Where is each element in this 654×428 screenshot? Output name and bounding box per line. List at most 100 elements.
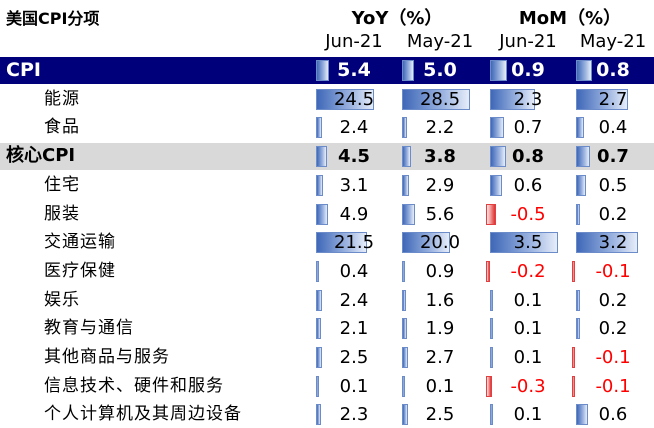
cell-mom-may21: -0.1 [572, 258, 654, 285]
data-bar [316, 174, 324, 196]
cell-value: 1.9 [425, 318, 455, 340]
cell-value: 2.9 [425, 174, 455, 196]
cell-value: 4.9 [339, 203, 369, 225]
table-row: 交通运输 21.5 20.0 3.5 3.2 [0, 229, 654, 256]
table-row: 娱乐 2.4 1.6 0.1 0.2 [0, 287, 654, 314]
cell-mom-jun21: 2.3 [486, 86, 570, 113]
cell-yoy-may21: 1.9 [398, 315, 482, 342]
row-label: 住宅 [44, 174, 80, 195]
table-row: 医疗保健 0.4 0.9 -0.2 -0.1 [0, 258, 654, 285]
data-bar [316, 203, 328, 225]
cell-yoy-may21: 1.6 [398, 287, 482, 314]
cell-value: 4.5 [338, 146, 370, 168]
cell-value: 2.1 [339, 318, 369, 340]
data-bar [402, 318, 407, 340]
cell-value: 2.5 [339, 347, 369, 368]
cell-yoy-jun21: 2.3 [312, 401, 396, 428]
cell-value: 5.0 [423, 59, 457, 81]
cell-mom-may21: 0.2 [572, 315, 654, 342]
data-bar [576, 289, 580, 311]
data-bar [316, 260, 319, 282]
cell-yoy-jun21: 2.1 [312, 315, 396, 342]
table-row: 其他商品与服务 2.5 2.7 0.1 -0.1 [0, 344, 654, 371]
cell-value: 2.3 [339, 404, 369, 426]
data-bar [402, 174, 409, 196]
cell-yoy-jun21: 4.9 [312, 201, 396, 228]
cell-value: 0.1 [513, 404, 543, 426]
data-bar [486, 375, 492, 397]
cell-yoy-jun21: 5.4 [312, 57, 396, 84]
row-label: 医疗保健 [44, 260, 116, 281]
cell-yoy-may21: 2.7 [398, 344, 482, 371]
cell-value: 0.1 [513, 318, 543, 340]
cell-mom-jun21: 0.1 [486, 344, 570, 371]
cell-mom-jun21: 0.8 [486, 143, 570, 170]
cell-yoy-jun21: 2.4 [312, 287, 396, 314]
data-bar [576, 232, 639, 254]
data-bar [316, 117, 322, 139]
cell-mom-jun21: -0.3 [486, 373, 570, 400]
data-bar [402, 60, 414, 81]
cell-yoy-jun21: 0.4 [312, 258, 396, 285]
cell-value: 0.6 [598, 404, 628, 426]
cell-value: 0.2 [598, 318, 628, 340]
cell-value: 0.7 [597, 146, 629, 168]
row-label: 信息技术、硬件和服务 [44, 375, 224, 396]
row-label: 核心CPI [6, 145, 76, 167]
row-label: 个人计算机及其周边设备 [44, 404, 242, 425]
cell-value: -0.1 [595, 347, 631, 368]
cell-yoy-may21: 0.1 [398, 373, 482, 400]
cell-mom-may21: 2.7 [572, 86, 654, 113]
row-label: 服装 [44, 203, 80, 224]
data-bar [576, 88, 629, 110]
table-row: 食品 2.4 2.2 0.7 0.4 [0, 114, 654, 141]
cell-mom-may21: 0.5 [572, 172, 654, 199]
cell-yoy-may21: 20.0 [398, 229, 482, 256]
cell-mom-jun21: 0.7 [486, 114, 570, 141]
data-bar [316, 88, 375, 110]
data-bar [402, 289, 406, 311]
data-bar [572, 347, 575, 368]
data-bar [490, 174, 502, 196]
cell-value: 0.8 [596, 59, 630, 81]
cell-mom-may21: 0.2 [572, 201, 654, 228]
data-bar [316, 347, 322, 368]
cell-value: 0.4 [598, 117, 628, 139]
data-bar [402, 203, 416, 225]
cell-value: -0.5 [510, 203, 546, 225]
cell-mom-may21: 0.7 [572, 143, 654, 170]
cell-mom-jun21: 0.6 [486, 172, 570, 199]
data-bar [402, 347, 409, 368]
cell-value: 0.4 [339, 260, 369, 282]
data-bar [316, 375, 319, 397]
cell-mom-jun21: -0.5 [486, 201, 570, 228]
cell-mom-jun21: -0.2 [486, 258, 570, 285]
cell-value: 0.2 [598, 289, 628, 311]
row-label: 其他商品与服务 [44, 347, 170, 367]
cell-value: 0.9 [425, 260, 455, 282]
cell-value: 3.8 [424, 146, 456, 168]
data-bar [316, 146, 327, 168]
table-row: 信息技术、硬件和服务 0.1 0.1 -0.3 -0.1 [0, 373, 654, 400]
data-bar [402, 260, 405, 282]
col-header-mom-may21: May-21 [579, 31, 647, 52]
table-row: 教育与通信 2.1 1.9 0.1 0.2 [0, 315, 654, 342]
data-bar [316, 232, 368, 254]
cell-value: 2.7 [425, 347, 455, 368]
cell-value: 0.9 [511, 59, 545, 81]
table-title: 美国CPI分项 [6, 9, 100, 28]
cell-yoy-may21: 3.8 [398, 143, 482, 170]
data-bar [490, 88, 535, 110]
cell-mom-may21: -0.1 [572, 344, 654, 371]
data-bar [490, 347, 493, 368]
cell-value: 0.2 [598, 203, 628, 225]
cell-mom-may21: -0.1 [572, 373, 654, 400]
cell-yoy-may21: 5.0 [398, 57, 482, 84]
cell-yoy-jun21: 0.1 [312, 373, 396, 400]
data-bar [402, 117, 408, 139]
cell-yoy-may21: 2.9 [398, 172, 482, 199]
row-label: 教育与通信 [44, 318, 134, 339]
data-bar [490, 60, 508, 81]
data-bar [576, 174, 586, 196]
table-row: 住宅 3.1 2.9 0.6 0.5 [0, 172, 654, 199]
